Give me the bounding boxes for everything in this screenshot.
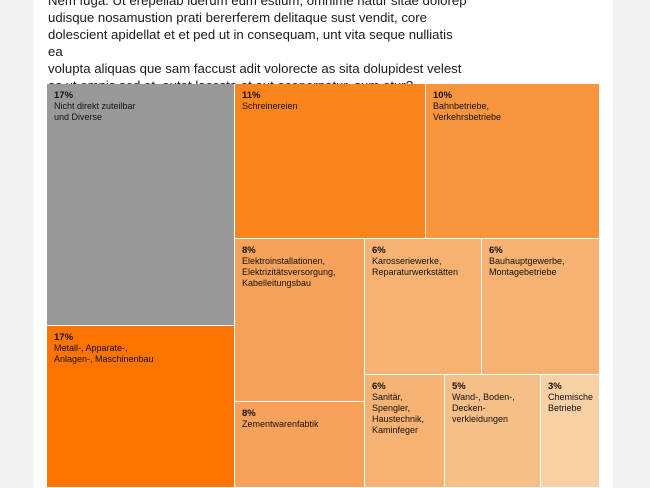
cell-percentage: 6%: [372, 245, 386, 256]
treemap-cell: 10% Bahnbetriebe, Verkehrsbetriebe: [426, 84, 600, 239]
treemap-cell: 8% Elektroinstallationen, Elektrizitätsve…: [235, 239, 365, 402]
cell-percentage: 11%: [242, 90, 261, 101]
treemap-cell: 17% Metall-, Apparate-, Anlagen-, Maschin…: [47, 326, 235, 488]
cell-label: Bauhauptgewerbe, Montagebetriebe: [489, 256, 565, 277]
cell-percentage: 8%: [242, 245, 256, 256]
cell-percentage: 6%: [372, 381, 386, 392]
cell-percentage: 17%: [54, 332, 74, 343]
cell-percentage: 17%: [54, 90, 74, 101]
treemap-cell: 3% Chemische Betriebe: [541, 375, 600, 488]
treemap-cell: 17% Nicht direkt zuteilbar und Diverse: [47, 84, 235, 326]
treemap-cell: 11% Schreinereien: [235, 84, 426, 239]
cell-label: Metall-, Apparate-, Anlagen-, Maschinenb…: [54, 343, 154, 364]
cell-label: Wand-, Boden-, Decken- verkleidungen: [452, 392, 515, 424]
cell-label: Schreinereien: [242, 101, 298, 111]
treemap-cell: 6% Karosseriewerke, Reparaturwerkstätten: [365, 239, 482, 375]
treemap-cell: 6% Bauhauptgewerbe, Montagebetriebe: [482, 239, 600, 375]
intro-paragraph: Nem fuga. Ut erepellab iderum eum estium…: [48, 0, 467, 93]
treemap-cell: 5% Wand-, Boden-, Decken- verkleidungen: [445, 375, 541, 488]
treemap-cell: 6% Sanitär, Spengler, Haustechnik, Kaminf…: [365, 375, 445, 488]
cell-percentage: 10%: [433, 90, 453, 101]
cell-label: Zementwarenfabtik: [242, 419, 319, 429]
treemap-chart: 17% Nicht direkt zuteilbar und Diverse 17%…: [47, 84, 600, 488]
cell-label: Chemische Betriebe: [548, 392, 594, 413]
cell-label: Sanitär, Spengler, Haustechnik, Kaminfeg…: [372, 392, 425, 435]
cell-label: Nicht direkt zuteilbar und Diverse: [54, 101, 136, 122]
cell-percentage: 5%: [452, 381, 466, 392]
treemap-cell: 8% Zementwarenfabtik: [235, 402, 365, 488]
cell-percentage: 6%: [489, 245, 503, 256]
cell-label: Bahnbetriebe, Verkehrsbetriebe: [433, 101, 502, 122]
cell-percentage: 8%: [242, 408, 256, 419]
cell-label: Elektroinstallationen, Elektrizitätsvers…: [242, 256, 336, 288]
cell-label: Karosseriewerke, Reparaturwerkstätten: [372, 256, 459, 277]
cell-percentage: 3%: [548, 381, 562, 392]
